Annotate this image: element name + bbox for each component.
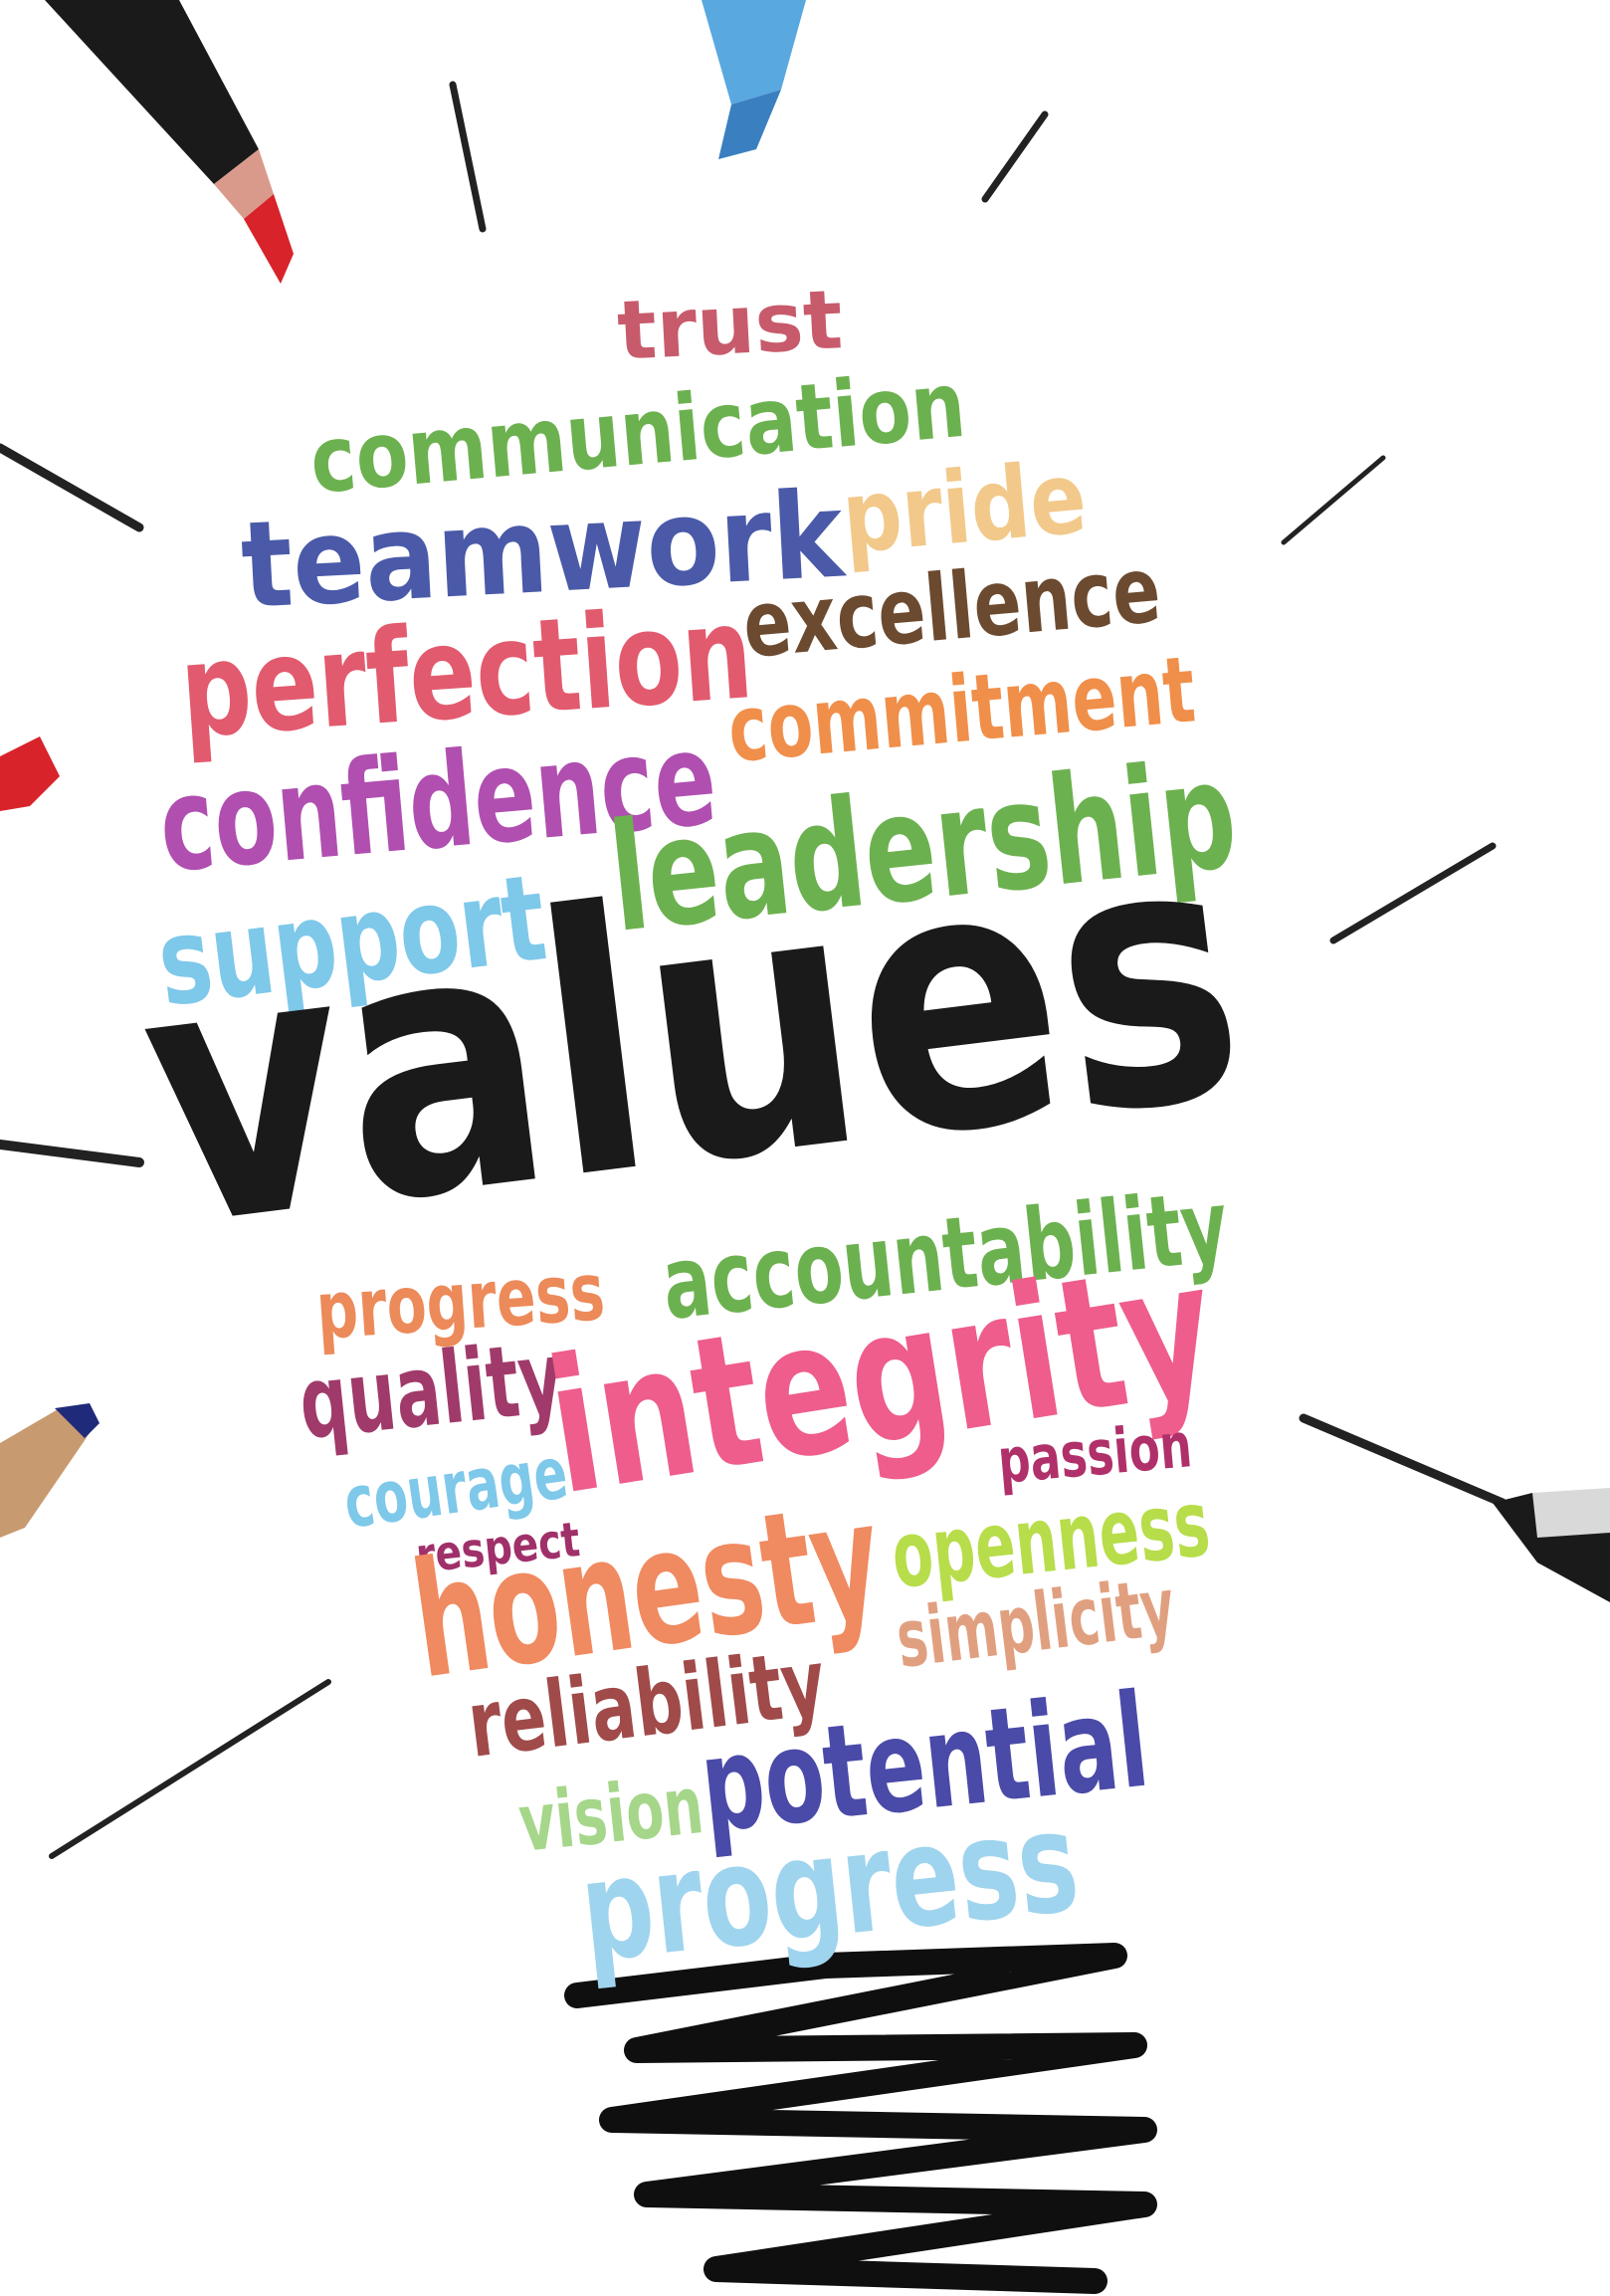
marker-pen-icon-red-left <box>0 736 60 811</box>
marker-pen-icon-black-right <box>1493 1488 1610 1602</box>
marker-pen-icon-blue-top <box>702 0 806 159</box>
ray-lower-right <box>1299 1413 1508 1508</box>
ray-middle-left <box>0 1140 144 1167</box>
word-trust: trust <box>615 273 845 379</box>
marker-pen-icon-red-top <box>45 0 294 284</box>
word-teamwork: teamwork <box>238 466 849 636</box>
word-quality: quality <box>294 1319 568 1462</box>
ray-middle-right <box>1329 842 1497 944</box>
word-progress-top: progress <box>313 1245 608 1357</box>
light-rays <box>0 81 1508 1859</box>
ray-top-right <box>981 110 1049 203</box>
ray-upper-left <box>0 443 144 532</box>
word-cloud: trust communication teamwork pride perfe… <box>123 273 1261 1994</box>
word-passion: passion <box>995 1408 1195 1498</box>
word-vision: vision <box>514 1759 707 1870</box>
ray-top-left <box>449 81 487 233</box>
word-pride: pride <box>838 439 1091 576</box>
ray-lower-left <box>49 1679 331 1859</box>
ray-upper-right <box>1281 455 1386 545</box>
lightbulb-screw-base <box>564 1943 1157 2294</box>
marker-pen-icon-navy-left <box>0 1403 100 1538</box>
